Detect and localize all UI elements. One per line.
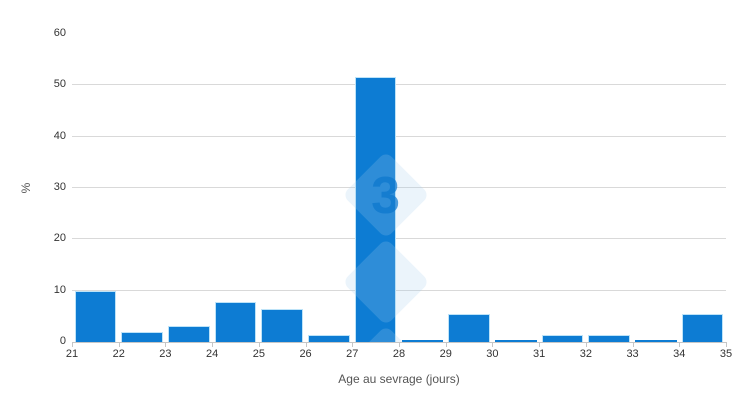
x-tick-label-34: 34 [673,348,686,360]
x-tick-label-22: 22 [112,348,125,360]
x-tick-32 [586,343,587,347]
x-tick-24 [212,343,213,347]
y-tick-label-40: 40 [53,129,66,142]
watermark-text: 3 [371,167,401,225]
x-tick-33 [633,343,634,347]
x-tick-label-28: 28 [392,348,406,360]
x-tick-label-24: 24 [206,348,219,360]
gridline-50 [72,84,726,86]
x-tick-label-21: 21 [65,348,79,360]
bar-28-29 [401,340,444,342]
x-tick-35 [726,343,727,347]
bar-22-23 [121,332,163,342]
x-tick-22 [119,343,120,347]
gridline-10 [72,289,726,291]
bar-24-25 [214,302,257,342]
bar-25-26 [261,309,304,342]
x-tick-30 [492,343,493,347]
x-tick-label-33: 33 [626,348,639,360]
x-tick-label-31: 31 [533,348,546,360]
x-tick-label-23: 23 [159,348,172,360]
x-tick-label-26: 26 [299,348,312,360]
x-tick-label-29: 29 [439,348,452,360]
x-tick-label-32: 32 [579,348,592,360]
x-tick-21 [72,343,73,347]
y-tick-label-20: 20 [53,232,66,245]
gridline-20 [72,238,726,240]
x-axis-title: Age au sevrage (jours) [338,372,460,386]
y-tick-label-30: 30 [53,181,66,193]
bar-27-28 [354,77,397,342]
x-tick-label-35: 35 [719,348,733,360]
bar-30-31 [494,340,537,342]
x-tick-label-27: 27 [346,348,359,360]
bar-26-27 [308,335,350,342]
y-tick-label-60: 60 [53,27,66,39]
x-tick-27 [352,343,353,347]
y-tick-label-10: 10 [53,283,66,296]
bar-31-32 [541,335,584,342]
x-tick-26 [306,343,307,347]
x-tick-label-30: 30 [486,348,499,360]
bar-33-34 [635,340,677,342]
x-tick-28 [399,343,400,347]
plot-area: 3 [72,34,726,342]
bar-32-33 [588,335,631,342]
x-tick-23 [165,343,166,347]
y-tick-label-0: 0 [59,335,66,347]
bar-29-30 [448,314,490,342]
x-tick-34 [679,343,680,347]
y-tick-label-50: 50 [53,78,66,91]
gridline-40 [72,135,726,137]
bar-34-35 [681,314,724,342]
bar-23-24 [167,326,210,342]
x-axis-line [72,342,727,343]
x-tick-25 [259,343,260,347]
x-tick-29 [446,343,447,347]
gridline-30 [72,187,726,188]
bar-21-22 [74,291,117,342]
x-tick-label-25: 25 [252,348,265,360]
x-tick-31 [539,343,540,347]
